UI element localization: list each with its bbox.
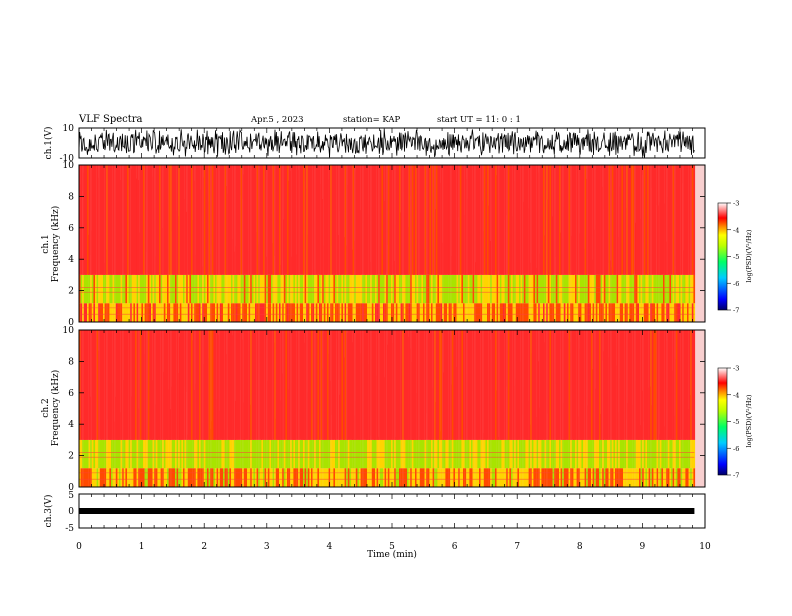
ch3-ytick-bottom: -5 bbox=[65, 524, 74, 534]
colorbar-tick-label: -4 bbox=[733, 391, 739, 399]
colorbar-tick-label: -5 bbox=[733, 253, 739, 261]
spectrogram-ytick: 4 bbox=[68, 255, 74, 265]
ch1-spectrogram-ylabel-channel: ch.1 bbox=[41, 234, 51, 253]
ch3-ytick-top: 5 bbox=[68, 491, 74, 501]
header-date: Apr.5 , 2023 bbox=[250, 115, 304, 125]
spectrogram-band-1 bbox=[693, 275, 695, 303]
colorbar-tick-label: -6 bbox=[733, 445, 739, 453]
ch3-waveform-ylabel: ch.3(V) bbox=[43, 495, 54, 528]
ch3-waveform-trace bbox=[79, 508, 694, 514]
spectrogram-band-0 bbox=[693, 303, 695, 322]
ch3-ytick-mid: 0 bbox=[68, 507, 74, 517]
ch1-ytick-top: 10 bbox=[63, 124, 75, 134]
ch3-waveform-panel: 5 0 -5 ch.3(V) bbox=[43, 491, 705, 534]
time-tick-label: 9 bbox=[640, 542, 646, 552]
colorbar-tick-label: -7 bbox=[733, 307, 739, 315]
colorbar-tick-label: -3 bbox=[733, 200, 739, 208]
spectrogram-ytick: 2 bbox=[68, 452, 74, 462]
spectrogram-band-1 bbox=[693, 440, 695, 468]
ch1-waveform-panel: 10 -10 ch.1(V) bbox=[43, 124, 705, 164]
time-tick-label: 1 bbox=[139, 542, 145, 552]
ch1-colorbar: -3 -4 -5 -6 -7 log(PSD)(V²/Hz) bbox=[718, 200, 753, 315]
spectrogram-band-2 bbox=[693, 330, 695, 440]
ch2-colorbar-label: log(PSD)(V²/Hz) bbox=[745, 394, 753, 447]
spectrogram-ytick: 4 bbox=[68, 420, 74, 430]
colorbar-tick-label: -6 bbox=[733, 280, 739, 288]
header-start-time: start UT = 11: 0 : 1 bbox=[437, 115, 521, 125]
colorbar-tick-label: -5 bbox=[733, 418, 739, 426]
spectrogram-ytick: 8 bbox=[68, 357, 74, 367]
ch1-spectrogram-heatmap bbox=[79, 165, 695, 322]
spectrogram-ytick: 6 bbox=[68, 224, 74, 234]
spectrogram-ytick: 10 bbox=[63, 161, 75, 171]
colorbar-tick-label: -4 bbox=[733, 226, 739, 234]
time-tick-label: 0 bbox=[76, 542, 82, 552]
ch1-colorbar-label: log(PSD)(V²/Hz) bbox=[745, 229, 753, 282]
colorbar-tick-label: -7 bbox=[733, 472, 739, 480]
spectrogram-ytick: 2 bbox=[68, 287, 74, 297]
x-axis-label: Time (min) bbox=[367, 549, 417, 560]
header-station: station= KAP bbox=[343, 115, 401, 125]
time-tick-label: 7 bbox=[514, 542, 520, 552]
ch2-spectrogram-heatmap bbox=[79, 330, 695, 487]
spectrogram-ytick: 10 bbox=[63, 326, 75, 336]
ch1-waveform-ylabel: ch.1(V) bbox=[43, 127, 54, 160]
ch2-colorbar: -3 -4 -5 -6 -7 log(PSD)(V²/Hz) bbox=[718, 365, 753, 480]
time-tick-label: 2 bbox=[201, 542, 207, 552]
time-tick-label: 10 bbox=[699, 542, 711, 552]
colorbar-tick-label: -3 bbox=[733, 365, 739, 373]
chart-title: VLF Spectra bbox=[78, 114, 143, 125]
ch2-spectrogram-ylabel-channel: ch.2 bbox=[41, 398, 51, 417]
spectrogram-ytick: 6 bbox=[68, 389, 74, 399]
ch1-spectrogram-ylabel-frequency: Frequency (kHz) bbox=[50, 206, 61, 283]
spectrogram-ytick: 8 bbox=[68, 192, 74, 202]
spectrogram-band-0 bbox=[693, 468, 695, 487]
time-tick-label: 6 bbox=[452, 542, 458, 552]
time-tick-label: 3 bbox=[264, 542, 270, 552]
spectrogram-band-2 bbox=[693, 165, 695, 275]
ch2-spectrogram-ylabel-frequency: Frequency (kHz) bbox=[50, 370, 61, 447]
time-tick-label: 4 bbox=[327, 542, 333, 552]
time-tick-label: 8 bbox=[577, 542, 583, 552]
